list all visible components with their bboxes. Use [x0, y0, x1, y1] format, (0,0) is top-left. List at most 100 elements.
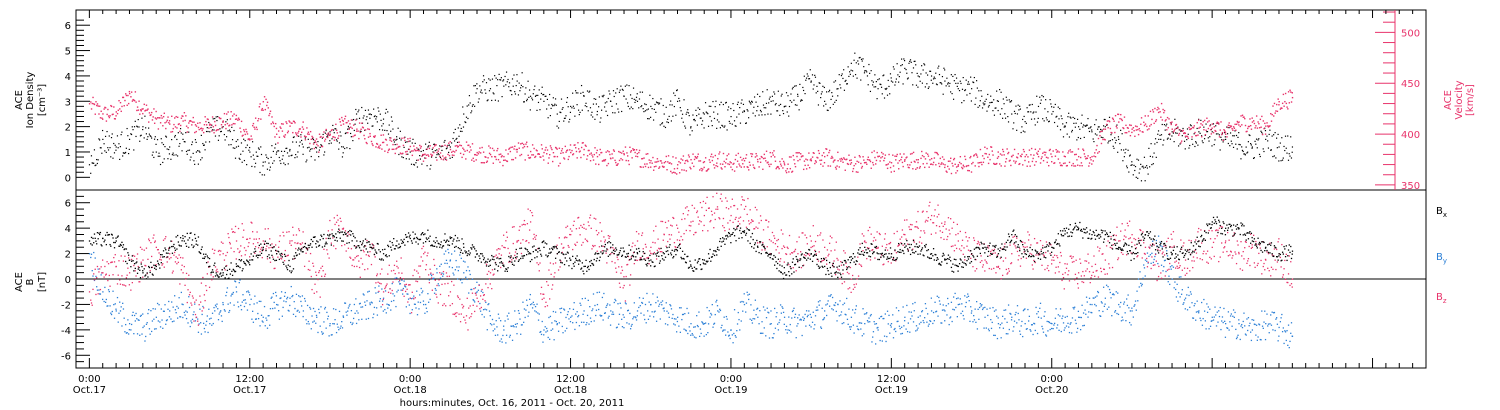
by-point-sample [886, 310, 889, 312]
by-point-sample [437, 283, 439, 285]
by-point-sample [382, 310, 384, 312]
density-point-sample [782, 112, 785, 115]
by-point-sample [526, 304, 529, 307]
by-point-sample [722, 329, 725, 331]
velocity-point-sample [437, 150, 440, 152]
by-point-sample [412, 297, 414, 299]
by-point-sample [168, 300, 170, 303]
density-point-sample [510, 90, 512, 92]
by-point-sample [160, 308, 162, 310]
by-point-sample [165, 319, 168, 322]
by-point [583, 310, 585, 312]
velocity-point-sample [526, 141, 528, 143]
velocity-point-sample [137, 109, 140, 111]
velocity-point-sample [699, 169, 701, 171]
by-point-sample [454, 269, 457, 271]
velocity-point-sample [433, 145, 436, 147]
density-point-sample [1070, 117, 1072, 119]
velocity-point-sample [643, 157, 645, 159]
velocity-point-sample [617, 163, 619, 165]
density-point-sample [226, 119, 228, 121]
density-point-sample [750, 103, 752, 105]
by-point-sample [675, 318, 677, 320]
density-point-sample [495, 77, 497, 79]
density-point-sample [834, 80, 837, 82]
density-point-sample [1031, 103, 1033, 106]
by-point-sample [601, 296, 604, 299]
density-point [703, 113, 705, 115]
density-point-sample [845, 79, 847, 82]
density-point-sample [596, 114, 598, 116]
by-point-sample [924, 303, 927, 305]
time-tick-label: 0:00 [399, 374, 421, 385]
by-point-sample [768, 337, 771, 339]
velocity-point-sample [1129, 134, 1132, 137]
velocity-point-sample [125, 93, 127, 95]
by-point [917, 316, 919, 318]
density-point-sample [252, 154, 254, 156]
velocity-point-sample [363, 134, 365, 137]
density-point-sample [655, 111, 657, 113]
density-point-sample [184, 141, 186, 143]
by-point-sample [547, 336, 549, 339]
by-point-sample [627, 309, 630, 311]
velocity-point-sample [1106, 120, 1109, 122]
density-point-sample [1041, 94, 1043, 97]
velocity-point-sample [1281, 107, 1283, 110]
by-point-sample [732, 342, 734, 344]
velocity-point-sample [715, 164, 717, 167]
by-point-sample [515, 326, 517, 328]
velocity-point-sample [1099, 134, 1101, 137]
velocity-point-sample [587, 149, 590, 152]
velocity-point-sample [197, 126, 200, 129]
density-point-sample [119, 158, 121, 161]
by-point-sample [753, 309, 755, 311]
by-point-sample [689, 330, 691, 332]
density-point-sample [611, 105, 613, 107]
velocity-point-sample [815, 161, 818, 163]
velocity-point-sample [644, 165, 647, 168]
density-point-sample [1195, 142, 1198, 144]
density-point-sample [929, 70, 931, 72]
velocity-point-sample [1131, 131, 1133, 134]
by-point-sample [690, 334, 692, 336]
density-point-sample [1110, 134, 1112, 136]
velocity-point-sample [1150, 123, 1152, 126]
velocity-point-sample [1121, 119, 1123, 122]
velocity-point-sample [1233, 127, 1236, 129]
velocity-point-sample [349, 123, 351, 125]
density-point-sample [1062, 136, 1065, 138]
density-point-sample [1127, 149, 1129, 151]
by-point-sample [1042, 331, 1045, 333]
velocity-point-sample [526, 145, 529, 148]
by-point-sample [425, 307, 428, 309]
density-point-sample [1062, 123, 1064, 125]
density-point-sample [165, 135, 167, 137]
velocity-point-sample [327, 132, 330, 134]
velocity-point-sample [1018, 163, 1020, 166]
by-point-sample [1139, 271, 1141, 273]
density-point-sample [990, 95, 992, 97]
velocity-point-sample [981, 155, 984, 157]
density-point-sample [698, 113, 700, 115]
density-point-sample [762, 91, 764, 93]
velocity-point-sample [941, 162, 943, 164]
density-point-sample [433, 143, 435, 145]
by-point-sample [617, 303, 619, 305]
density-point-sample [735, 125, 737, 127]
velocity-point-sample [531, 154, 533, 156]
velocity-point-sample [116, 112, 119, 115]
density-point-sample [625, 98, 627, 100]
by-point-sample [265, 317, 267, 319]
density-point-sample [145, 127, 147, 129]
velocity-point-sample [358, 122, 361, 124]
velocity-point-sample [107, 115, 110, 117]
by-point-sample [137, 319, 139, 321]
velocity-point-sample [1113, 120, 1115, 122]
velocity-point [449, 148, 452, 151]
velocity-point-sample [237, 117, 240, 119]
density-point-sample [132, 129, 134, 131]
density-point-sample [112, 157, 114, 159]
density-point-sample [947, 83, 949, 85]
velocity-point-sample [788, 156, 791, 158]
